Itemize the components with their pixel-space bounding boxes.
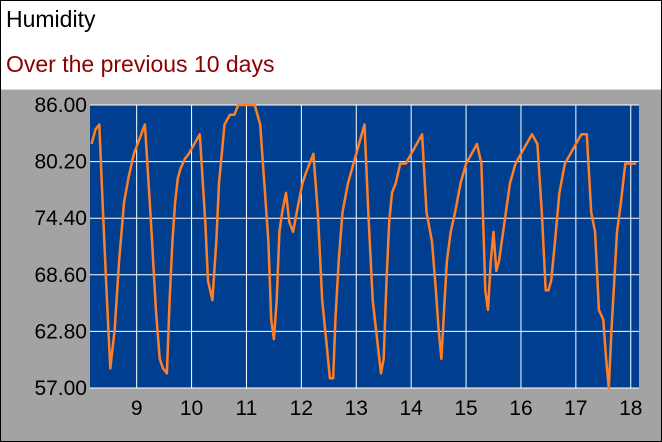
series-line-humidity [90, 103, 637, 390]
chart-title: Humidity [6, 6, 96, 32]
x-tick-label: 12 [290, 397, 313, 420]
y-tick-label: 86.00 [34, 94, 87, 117]
gridlines [90, 104, 639, 389]
x-tick-label: 16 [509, 397, 532, 420]
x-tick-label: 9 [131, 397, 143, 420]
x-tick-label: 17 [564, 397, 587, 420]
y-tick-label: 74.40 [34, 207, 87, 230]
x-tick-label: 11 [236, 397, 258, 420]
y-tick-label: 57.00 [34, 377, 87, 400]
y-tick-label: 68.60 [34, 264, 87, 287]
chart-subtitle: Over the previous 10 days [6, 51, 275, 77]
series-group [90, 103, 637, 390]
x-tick-label: 15 [454, 397, 477, 420]
x-tick-label: 10 [180, 397, 203, 420]
y-tick-label: 80.20 [34, 151, 87, 174]
x-tick-label: 18 [619, 397, 642, 420]
x-tick-label: 13 [345, 397, 368, 420]
humidity-line-chart: 57.00 62.80 68.60 74.40 80.20 86.00 9 10 11 12 13… [34, 94, 643, 420]
x-axis-tick-labels: 9 10 11 12 13 14 15 16 17 18 [131, 397, 643, 420]
y-axis-tick-labels: 57.00 62.80 68.60 74.40 80.20 86.00 [34, 94, 87, 400]
x-tick-label: 14 [399, 397, 423, 420]
y-tick-label: 62.80 [34, 320, 87, 343]
